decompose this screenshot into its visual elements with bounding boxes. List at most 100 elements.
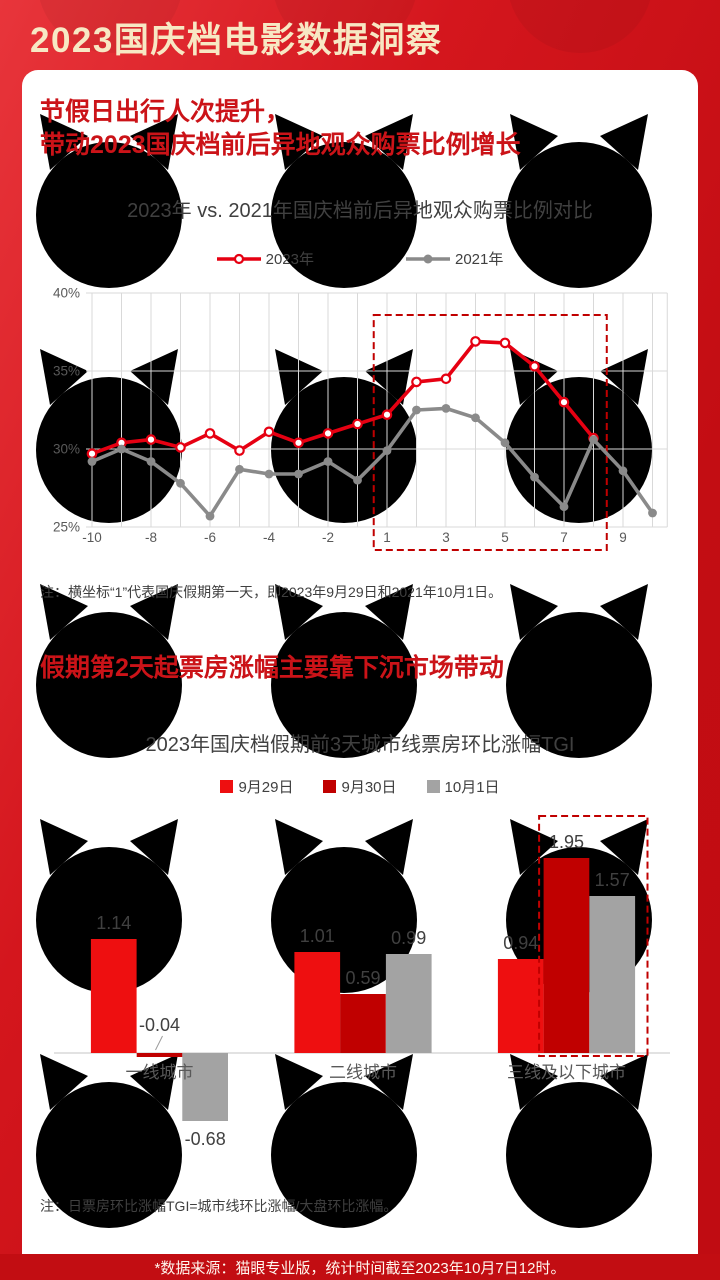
data-point bbox=[87, 457, 97, 466]
data-point bbox=[294, 469, 303, 479]
data-point bbox=[235, 464, 244, 474]
line-chart: 40% 35% 30% 25%-10 -8 -6 -4 -2 1 3 5 7 9 bbox=[53, 286, 668, 551]
data-point bbox=[530, 472, 539, 482]
category-label: 二线城市 bbox=[329, 1063, 397, 1082]
series-line-2021年 bbox=[91, 406, 654, 518]
data-point bbox=[175, 442, 186, 453]
legend-item-2023: 2023年 bbox=[216, 248, 314, 269]
data-point bbox=[234, 445, 245, 456]
bar-chart-title: 2023年国庆档假期前3天城市线票房环比涨幅TGI bbox=[145, 734, 575, 756]
bar-三线及以下城市-9月30日 bbox=[543, 858, 590, 1053]
label-leader-line bbox=[155, 1035, 163, 1051]
bar-chart: 1.14 -0.04 -0.68 一线城市 1.01 0.59 0.99 二线城市 0.94 1.… bbox=[54, 815, 670, 1149]
data-point bbox=[146, 457, 156, 466]
data-point bbox=[589, 435, 598, 444]
data-point bbox=[145, 434, 157, 445]
page-title: 2023国庆档电影数据洞察 bbox=[30, 21, 443, 60]
x-axis-tick-label: 5 bbox=[501, 530, 509, 545]
line-chart-legend: 2023年 2021年 bbox=[22, 248, 698, 269]
data-point bbox=[440, 373, 452, 385]
data-point bbox=[529, 361, 540, 372]
data-point bbox=[648, 508, 657, 518]
section2-heading: 假期第2天起票房涨幅主要靠下沉市场带动 bbox=[40, 654, 504, 682]
data-point bbox=[411, 376, 422, 388]
x-axis-tick-label: -8 bbox=[145, 530, 157, 545]
bar-三线及以下城市-10月1日 bbox=[589, 896, 636, 1053]
bar-三线及以下城市-9月29日 bbox=[497, 959, 544, 1053]
legend-2021-line-marker-icon bbox=[406, 254, 450, 263]
data-point bbox=[470, 336, 481, 347]
bar-value-label: 0.59 bbox=[345, 968, 380, 988]
legend-oct1-swatch-icon bbox=[426, 780, 440, 793]
legend-item-sep29: 9月29日 bbox=[220, 776, 293, 797]
bar-一线城市-10月1日 bbox=[182, 1053, 228, 1121]
legend-2023-label: 2023年 bbox=[265, 251, 314, 268]
bar-value-label: -0.04 bbox=[139, 1015, 180, 1035]
legend-sep30-label: 9月30日 bbox=[341, 779, 397, 796]
data-point bbox=[471, 413, 480, 423]
data-point bbox=[500, 438, 510, 448]
data-point bbox=[264, 469, 274, 479]
x-axis-tick-label: -4 bbox=[263, 530, 275, 545]
data-point bbox=[323, 457, 333, 466]
bar-value-label: 0.99 bbox=[391, 928, 426, 948]
data-point bbox=[559, 502, 569, 512]
x-axis-tick-label: 9 bbox=[619, 530, 627, 545]
bar-chart-note: 注：日票房环比涨幅TGI=城市线环比涨幅/大盘环比涨幅。 bbox=[40, 1198, 398, 1214]
data-point bbox=[293, 437, 304, 449]
bar-value-label: 0.94 bbox=[503, 933, 538, 953]
legend-sep29-label: 9月29日 bbox=[238, 779, 294, 796]
legend-2023-line-marker-icon bbox=[216, 253, 261, 264]
y-axis-tick-label: 40% bbox=[53, 286, 80, 301]
legend-item-sep30: 9月30日 bbox=[323, 776, 397, 797]
data-point bbox=[86, 448, 98, 459]
bar-二线城市-9月30日 bbox=[340, 994, 386, 1053]
footer-band: *数据来源：猫眼专业版，统计时间截至2023年10月7日12时。 bbox=[0, 1254, 720, 1280]
line-chart-title: 2023年 vs. 2021年国庆档前后异地观众购票比例对比 bbox=[127, 200, 593, 222]
x-axis-tick-label: -6 bbox=[204, 530, 216, 545]
data-point bbox=[499, 337, 511, 349]
bar-value-label: -0.68 bbox=[185, 1129, 226, 1149]
bar-chart-legend: 9月29日 9月30日 10月1日 bbox=[22, 776, 698, 797]
line-chart-grid bbox=[86, 292, 668, 528]
data-point bbox=[263, 426, 275, 438]
bar-value-label: 1.01 bbox=[300, 926, 335, 946]
data-point bbox=[176, 478, 185, 488]
data-point bbox=[205, 511, 215, 521]
data-source-note: *数据来源：猫眼专业版，统计时间截至2023年10月7日12时。 bbox=[154, 1259, 566, 1277]
data-point bbox=[322, 428, 334, 439]
y-axis-tick-label: 30% bbox=[53, 442, 80, 457]
line-chart-note: 注：横坐标“1”代表国庆假期第一天，即2023年9月29日和2021年10月1日… bbox=[40, 584, 503, 600]
data-point bbox=[558, 396, 570, 408]
legend-sep29-swatch-icon bbox=[220, 780, 234, 793]
x-axis-tick-label: 1 bbox=[383, 530, 391, 545]
legend-item-2021: 2021年 bbox=[406, 248, 503, 269]
legend-2021-label: 2021年 bbox=[455, 251, 504, 268]
bar-value-label: 1.57 bbox=[595, 870, 630, 890]
y-axis-tick-label: 35% bbox=[53, 364, 80, 379]
x-axis-tick-label: -10 bbox=[82, 530, 102, 545]
data-point bbox=[353, 475, 362, 485]
data-point bbox=[204, 428, 216, 439]
legend-oct1-label: 10月1日 bbox=[444, 779, 500, 796]
legend-sep30-swatch-icon bbox=[323, 780, 337, 793]
holiday-highlight-box bbox=[372, 314, 608, 551]
bar-二线城市-10月1日 bbox=[385, 954, 432, 1053]
section1-heading-line2: 带动2023国庆档前后异地观众购票比例增长 bbox=[40, 131, 521, 159]
x-axis-tick-label: 7 bbox=[560, 530, 568, 545]
content-card: 节假日出行人次提升， 带动2023国庆档前后异地观众购票比例增长 2023年 vs… bbox=[22, 70, 698, 1254]
bar-value-label: 1.14 bbox=[96, 913, 131, 933]
bar-value-label: 1.95 bbox=[549, 832, 584, 852]
data-point bbox=[618, 466, 628, 476]
x-axis-tick-label: -2 bbox=[322, 530, 334, 545]
y-axis-tick-label: 25% bbox=[53, 520, 80, 535]
data-point bbox=[382, 446, 392, 455]
bar-一线城市-9月30日 bbox=[136, 1053, 183, 1057]
data-point bbox=[381, 409, 393, 420]
bar-一线城市-9月29日 bbox=[90, 939, 137, 1053]
data-point bbox=[441, 404, 451, 413]
data-point bbox=[352, 418, 363, 430]
section1-heading-line1: 节假日出行人次提升， bbox=[40, 98, 291, 126]
section1-heading: 节假日出行人次提升， 带动2023国庆档前后异地观众购票比例增长 bbox=[40, 96, 670, 162]
